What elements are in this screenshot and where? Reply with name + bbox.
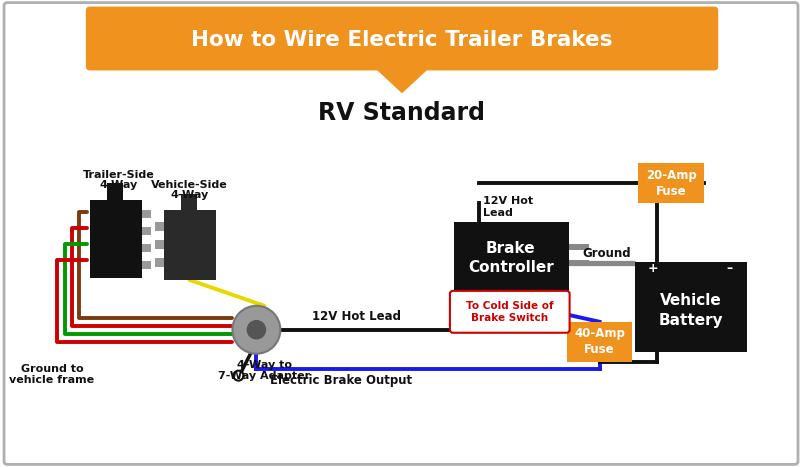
Text: To Cold Side of
Brake Switch: To Cold Side of Brake Switch: [466, 301, 554, 323]
Bar: [142, 210, 150, 218]
FancyBboxPatch shape: [86, 7, 718, 71]
Text: +: +: [648, 262, 658, 276]
Text: Ground to: Ground to: [21, 364, 83, 374]
Text: Vehicle
Battery: Vehicle Battery: [659, 293, 723, 328]
Text: 12V Hot Lead: 12V Hot Lead: [312, 310, 401, 323]
Text: Trailer-Side: Trailer-Side: [83, 170, 154, 180]
Circle shape: [233, 306, 280, 354]
Text: 4-Way: 4-Way: [100, 180, 138, 190]
Text: –: –: [726, 262, 732, 276]
Text: RV Standard: RV Standard: [318, 101, 485, 125]
Bar: [142, 227, 150, 235]
Bar: [638, 163, 704, 203]
Polygon shape: [374, 66, 430, 92]
Circle shape: [247, 321, 266, 339]
Text: vehicle frame: vehicle frame: [10, 375, 94, 385]
FancyBboxPatch shape: [4, 3, 798, 464]
Text: Electric Brake Output: Electric Brake Output: [270, 374, 412, 387]
Bar: [154, 240, 164, 249]
Text: Ground: Ground: [583, 247, 631, 260]
Bar: [164, 210, 215, 280]
Bar: [90, 200, 142, 278]
Text: 40-Amp
Fuse: 40-Amp Fuse: [574, 327, 625, 356]
Bar: [154, 222, 164, 231]
Bar: [454, 222, 569, 294]
Bar: [142, 244, 150, 252]
Bar: [569, 244, 589, 250]
Bar: [569, 260, 589, 266]
Text: 7-Way Adapter: 7-Way Adapter: [218, 371, 310, 381]
Text: 4-Way to: 4-Way to: [237, 360, 292, 370]
FancyBboxPatch shape: [450, 291, 570, 333]
Circle shape: [234, 371, 243, 381]
Text: Brake
Controller: Brake Controller: [468, 241, 554, 276]
Text: How to Wire Electric Trailer Brakes: How to Wire Electric Trailer Brakes: [191, 29, 613, 50]
Text: Vehicle-Side: Vehicle-Side: [151, 180, 228, 190]
Text: 4-Way: 4-Way: [170, 190, 209, 200]
Bar: [142, 261, 150, 269]
Text: 20-Amp
Fuse: 20-Amp Fuse: [646, 169, 697, 198]
Bar: [181, 194, 197, 210]
Bar: [106, 183, 122, 200]
Bar: [154, 258, 164, 267]
Bar: [635, 262, 747, 352]
Bar: [566, 322, 633, 361]
Text: 12V Hot
Lead: 12V Hot Lead: [483, 197, 533, 218]
